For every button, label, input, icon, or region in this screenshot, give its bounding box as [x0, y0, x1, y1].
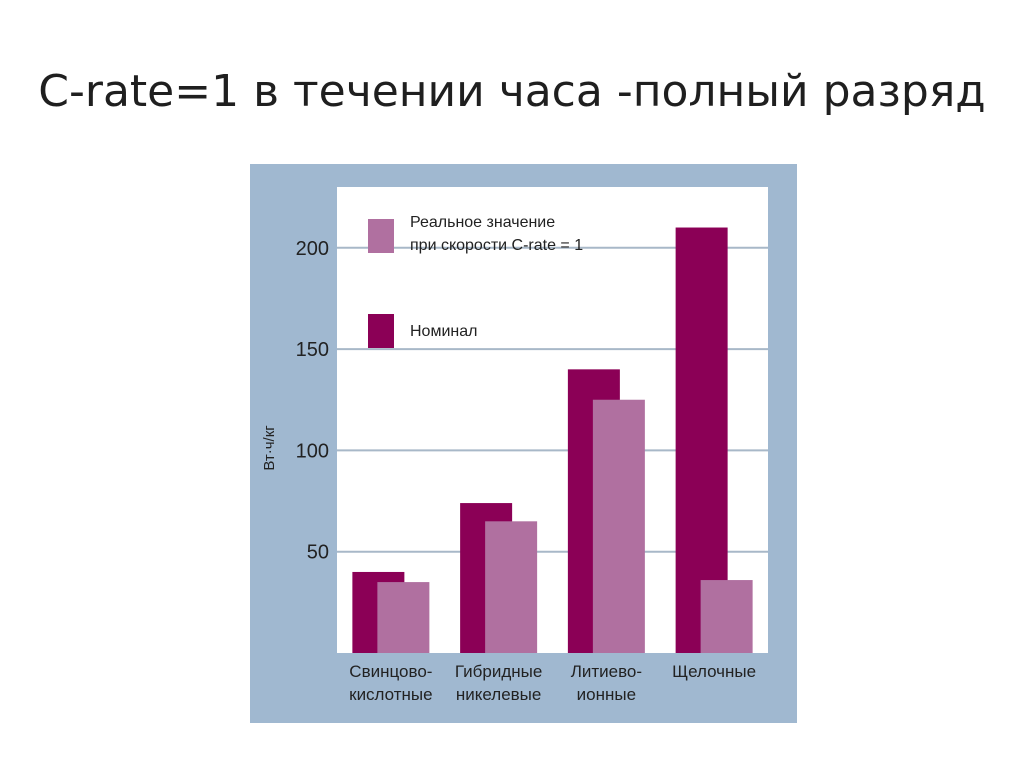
y-tick-label: 100: [296, 440, 329, 462]
x-category-label-line: ионные: [577, 685, 636, 704]
bar-actual: [485, 521, 538, 653]
x-category-label: Гибридные никелевые: [455, 662, 542, 704]
legend-label: Реальное значение при скорости C-rate = 1: [410, 214, 583, 254]
y-axis-label: Вт·ч/кг: [261, 425, 278, 471]
x-category-label: Литиево-ионные: [571, 662, 642, 704]
bar-actual: [700, 580, 753, 653]
chart-svg: 50 100 150 200 Вт·ч/кг Свинцово-кислотные Гибр…: [250, 164, 797, 723]
x-category-label-line: кислотные: [349, 685, 432, 704]
x-category-label: Щелочные: [672, 662, 756, 681]
y-tick-label: 150: [296, 339, 329, 361]
x-category-label-line: Щелочные: [672, 662, 756, 681]
y-tick-label: 50: [307, 542, 329, 564]
legend-label-line: Номинал: [410, 323, 477, 340]
legend-label: Номинал: [410, 323, 477, 340]
bar-actual: [377, 582, 430, 653]
legend-label-line: Реальное значение: [410, 214, 555, 231]
bar-chart: 50 100 150 200 Вт·ч/кг Свинцово-кислотные Гибр…: [250, 164, 797, 723]
slide-title: C-rate=1 в течении часа -полный разряд: [38, 66, 986, 117]
x-category-label: Свинцово-кислотные: [349, 662, 432, 704]
x-category-label-line: Свинцово-: [349, 662, 432, 681]
bar-actual: [592, 399, 645, 653]
y-tick-label: 200: [296, 238, 329, 260]
x-category-label-line: Гибридные: [455, 662, 542, 681]
legend-swatch: [368, 219, 394, 253]
legend-label-line: при скорости C-rate = 1: [410, 237, 583, 254]
legend-swatch: [368, 314, 394, 348]
x-category-label-line: никелевые: [456, 685, 541, 704]
x-category-label-line: Литиево-: [571, 662, 642, 681]
